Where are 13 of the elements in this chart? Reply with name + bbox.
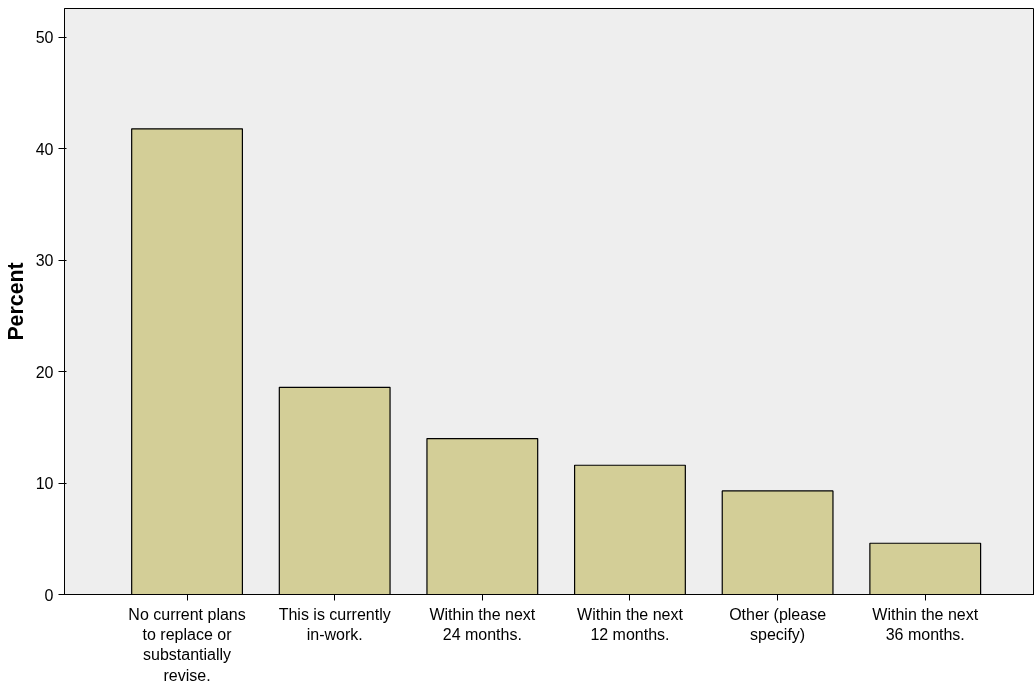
y-tick-label: 0 <box>44 586 54 604</box>
x-tick-label: Within the next 24 months. <box>429 605 536 643</box>
y-tick-label: 50 <box>35 29 54 47</box>
y-axis-title: Percent <box>3 262 28 341</box>
y-tick-label: 40 <box>35 140 54 158</box>
x-tick-label: No current plans to replace or substantially revise. <box>128 605 246 684</box>
x-tick-label: Within the next 12 months. <box>577 605 684 643</box>
x-tick-label: This is currently in-work. <box>278 605 391 643</box>
y-tick-label: 20 <box>35 363 54 381</box>
x-tick-label: Within the next 36 months. <box>872 605 979 643</box>
y-tick-label: 30 <box>35 252 54 270</box>
y-tick-label: 10 <box>35 475 54 493</box>
x-tick-label: Other (please specify) <box>729 605 827 643</box>
